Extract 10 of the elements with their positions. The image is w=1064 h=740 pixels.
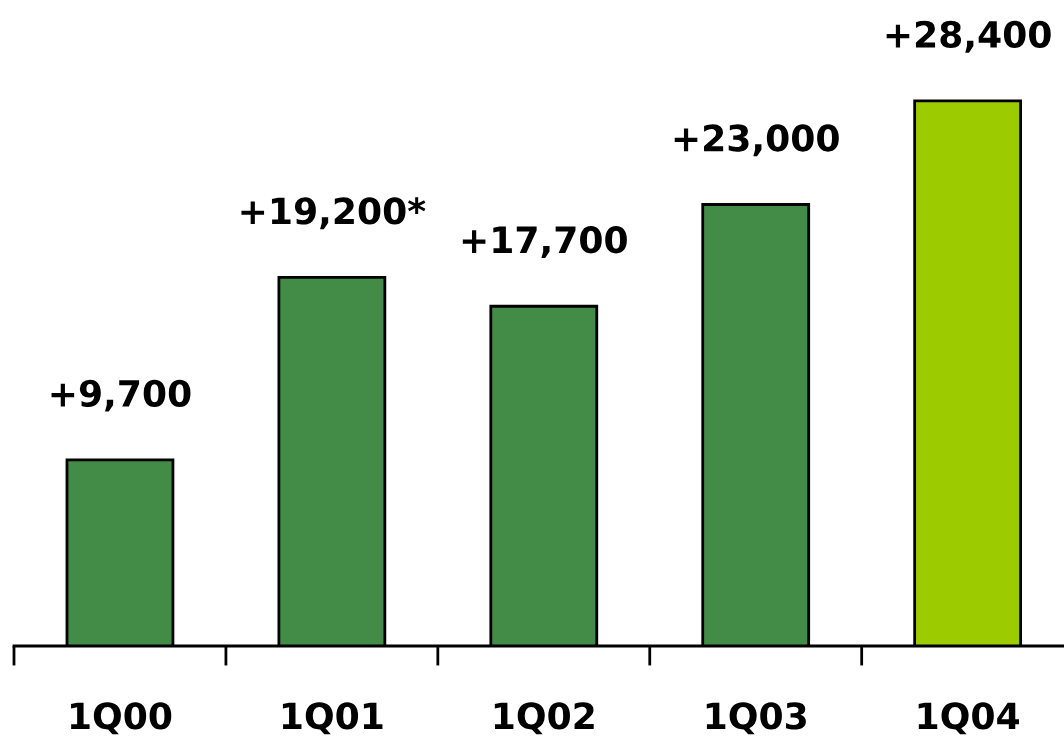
x-tick-label: 1Q04 bbox=[918, 702, 1020, 735]
x-tick-label: 1Q00 bbox=[71, 702, 172, 735]
data-label: +23,000 bbox=[674, 124, 839, 157]
data-label: +9,700 bbox=[51, 379, 191, 412]
data-label: +17,700 bbox=[462, 226, 627, 259]
x-tick-label: 1Q02 bbox=[494, 702, 594, 735]
x-tick-label: 1Q03 bbox=[706, 702, 806, 735]
data-label: +19,200* bbox=[241, 197, 426, 230]
x-tick-label: 1Q01 bbox=[282, 702, 383, 735]
data-label: +28,400 bbox=[886, 20, 1051, 53]
